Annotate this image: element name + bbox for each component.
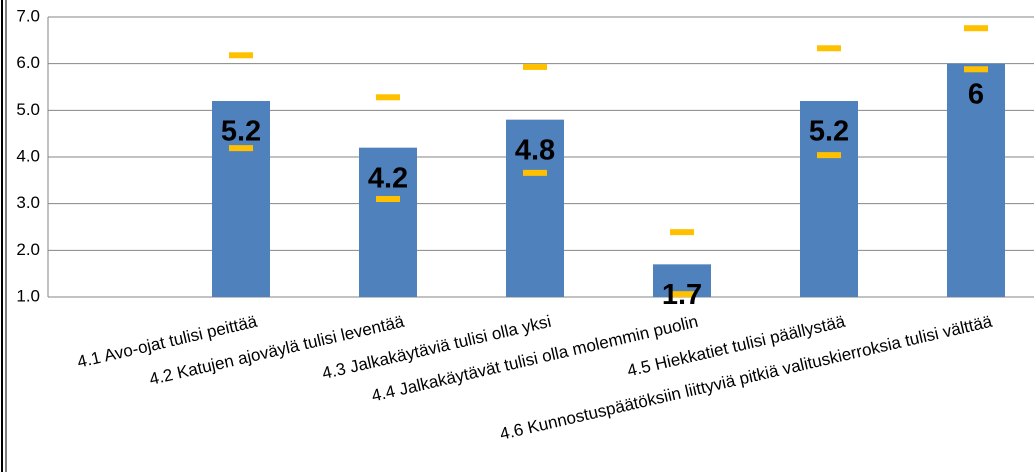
upper-marker: [523, 63, 547, 70]
lower-marker: [229, 145, 253, 152]
bar: [212, 101, 270, 297]
lower-marker: [670, 291, 694, 298]
y-tick-label: 4.0: [16, 146, 40, 165]
lower-marker: [376, 196, 400, 202]
y-tick-label: 7.0: [16, 6, 40, 25]
upper-marker: [376, 94, 400, 101]
y-tick-label: 6.0: [16, 53, 40, 72]
bar: [506, 119, 564, 298]
y-tick-label: 2.0: [16, 240, 40, 259]
y-tick-label: 5.0: [16, 100, 40, 119]
data-label: 5.2: [809, 116, 849, 148]
bar: [359, 147, 417, 297]
upper-marker: [670, 229, 694, 236]
data-label: 5.2: [221, 116, 261, 148]
bar: [947, 63, 1005, 297]
y-tick-label: 1.0: [16, 286, 40, 305]
data-label: 4.2: [368, 162, 408, 194]
data-label: 4.8: [515, 134, 555, 166]
data-label: 1.7: [662, 279, 702, 311]
lower-marker: [964, 66, 988, 73]
upper-marker: [817, 45, 841, 52]
lower-marker: [523, 169, 547, 176]
bar: [800, 101, 858, 297]
upper-marker: [964, 25, 988, 32]
upper-marker: [229, 52, 253, 59]
lower-marker: [817, 152, 841, 159]
data-label: 6: [968, 78, 984, 110]
y-tick-label: 3.0: [16, 193, 40, 212]
